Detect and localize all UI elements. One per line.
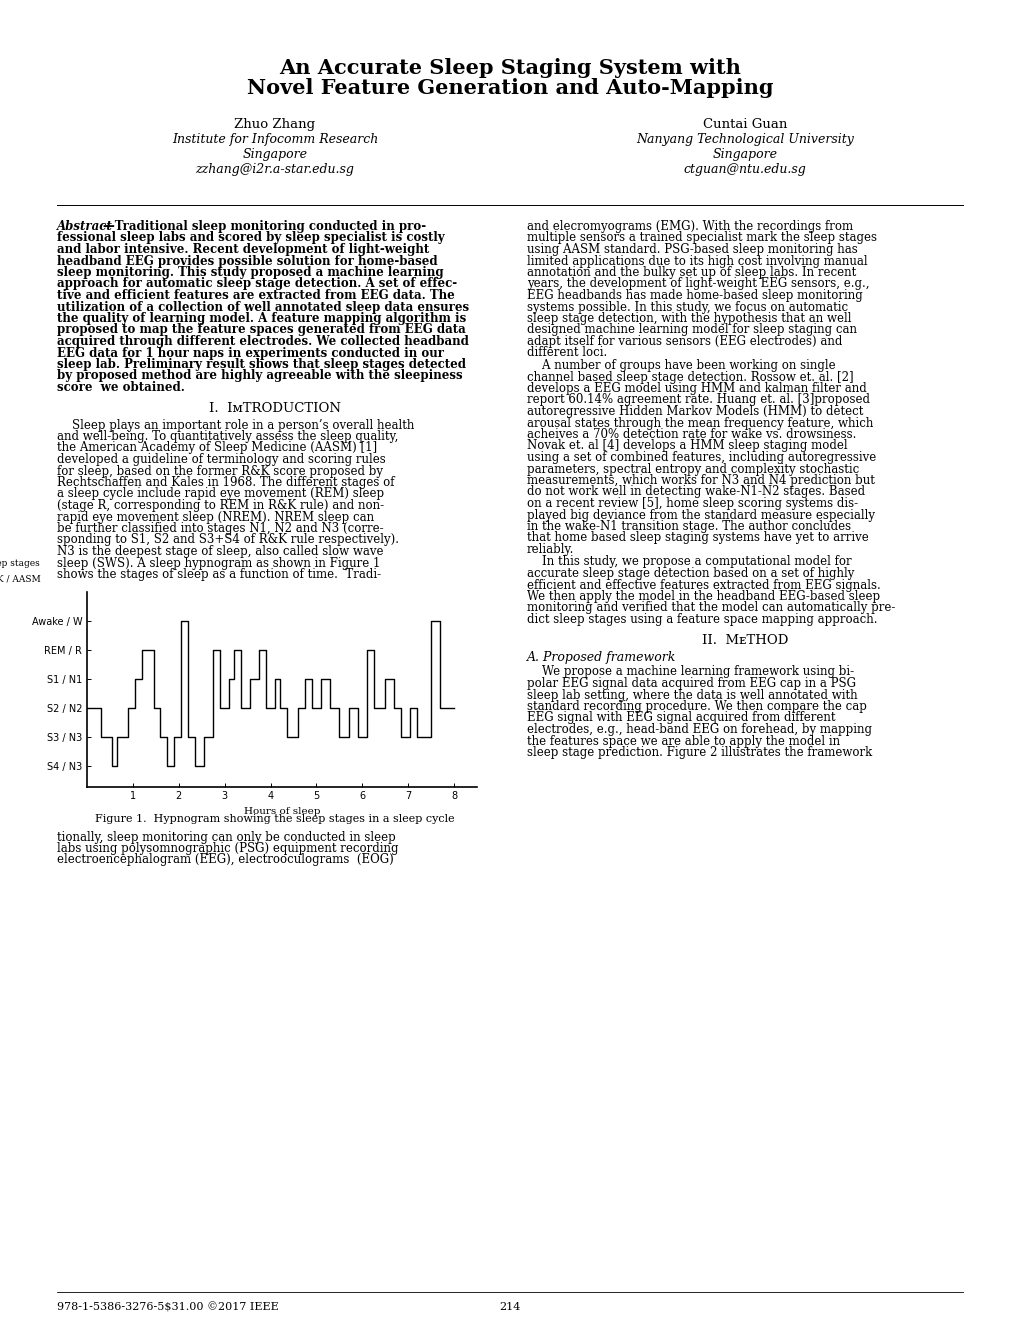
Text: I.  IᴍTRODUCTION: I. IᴍTRODUCTION [209, 403, 340, 416]
Text: annotation and the bulky set up of sleep labs. In recent: annotation and the bulky set up of sleep… [527, 267, 855, 279]
Text: arousal states through the mean frequency feature, which: arousal states through the mean frequenc… [527, 417, 872, 429]
Text: standard recording procedure. We then compare the cap: standard recording procedure. We then co… [527, 700, 866, 713]
Text: N3 is the deepest stage of sleep, also called slow wave: N3 is the deepest stage of sleep, also c… [57, 545, 383, 558]
Text: 978-1-5386-3276-5$31.00 ©2017 IEEE: 978-1-5386-3276-5$31.00 ©2017 IEEE [57, 1302, 278, 1312]
Text: R&K / AASM: R&K / AASM [0, 574, 41, 583]
Text: EEG headbands has made home-based sleep monitoring: EEG headbands has made home-based sleep … [527, 289, 862, 302]
Text: dict sleep stages using a feature space mapping approach.: dict sleep stages using a feature space … [527, 612, 876, 626]
Text: and labor intensive. Recent development of light-weight: and labor intensive. Recent development … [57, 243, 429, 256]
Text: and well-being. To quantitatively assess the sleep quality,: and well-being. To quantitatively assess… [57, 430, 398, 444]
Text: Singapore: Singapore [712, 148, 776, 161]
Text: A number of groups have been working on single: A number of groups have been working on … [527, 359, 835, 372]
Text: shows the stages of sleep as a function of time.  Tradi-: shows the stages of sleep as a function … [57, 568, 381, 581]
Text: electroencephalogram (EEG), electrooculograms  (EOG): electroencephalogram (EEG), electrooculo… [57, 854, 393, 866]
Text: We then apply the model in the headband EEG-based sleep: We then apply the model in the headband … [527, 590, 879, 603]
Text: sleep stage detection, with the hypothesis that an well: sleep stage detection, with the hypothes… [527, 312, 851, 325]
Text: polar EEG signal data acquired from EEG cap in a PSG: polar EEG signal data acquired from EEG … [527, 677, 855, 690]
Text: utilization of a collection of well annotated sleep data ensures: utilization of a collection of well anno… [57, 301, 469, 314]
Text: EEG signal with EEG signal acquired from different: EEG signal with EEG signal acquired from… [527, 711, 835, 725]
Text: efficient and effective features extracted from EEG signals.: efficient and effective features extract… [527, 578, 879, 591]
Text: reliably.: reliably. [527, 543, 574, 556]
Text: An Accurate Sleep Staging System with: An Accurate Sleep Staging System with [279, 58, 740, 78]
Text: Sleep plays an important role in a person’s overall health: Sleep plays an important role in a perso… [57, 418, 414, 432]
Text: years, the development of light-weight EEG sensors, e.g.,: years, the development of light-weight E… [527, 277, 868, 290]
Text: parameters, spectral entropy and complexity stochastic: parameters, spectral entropy and complex… [527, 462, 858, 475]
Text: EEG data for 1 hour naps in experiments conducted in our: EEG data for 1 hour naps in experiments … [57, 346, 443, 359]
Text: measurements, which works for N3 and N4 prediction but: measurements, which works for N3 and N4 … [527, 474, 874, 487]
Text: proposed to map the feature spaces generated from EEG data: proposed to map the feature spaces gener… [57, 323, 466, 337]
Text: Singapore: Singapore [243, 148, 307, 161]
Text: developed a guideline of terminology and scoring rules: developed a guideline of terminology and… [57, 453, 385, 466]
Text: different loci.: different loci. [527, 346, 606, 359]
Text: II.  MᴇTHOD: II. MᴇTHOD [701, 635, 788, 648]
Text: a sleep cycle include rapid eye movement (REM) sleep: a sleep cycle include rapid eye movement… [57, 487, 384, 500]
Text: rapid eye movement sleep (NREM). NREM sleep can: rapid eye movement sleep (NREM). NREM sl… [57, 511, 374, 524]
Text: do not work well in detecting wake-N1-N2 stages. Based: do not work well in detecting wake-N1-N2… [527, 486, 864, 499]
Text: the features space we are able to apply the model in: the features space we are able to apply … [527, 734, 840, 747]
Text: report 60.14% agreement rate. Huang et. al. [3]proposed: report 60.14% agreement rate. Huang et. … [527, 393, 869, 407]
Text: systems possible. In this study, we focus on automatic: systems possible. In this study, we focu… [527, 301, 847, 314]
Text: multiple sensors a trained specialist mark the sleep stages: multiple sensors a trained specialist ma… [527, 231, 876, 244]
Text: designed machine learning model for sleep staging can: designed machine learning model for slee… [527, 323, 856, 337]
Text: in the wake-N1 transition stage. The author concludes: in the wake-N1 transition stage. The aut… [527, 520, 850, 533]
Text: headband EEG provides possible solution for home-based: headband EEG provides possible solution … [57, 255, 437, 268]
Text: tionally, sleep monitoring can only be conducted in sleep: tionally, sleep monitoring can only be c… [57, 830, 395, 843]
Text: labs using polysomnographic (PSG) equipment recording: labs using polysomnographic (PSG) equipm… [57, 842, 398, 855]
Text: channel based sleep stage detection. Rossow et. al. [2]: channel based sleep stage detection. Ros… [527, 371, 853, 384]
Text: A. Proposed framework: A. Proposed framework [527, 652, 676, 664]
X-axis label: Hours of sleep: Hours of sleep [244, 807, 320, 816]
Text: sleep monitoring. This study proposed a machine learning: sleep monitoring. This study proposed a … [57, 267, 443, 279]
Text: zzhang@i2r.a-star.edu.sg: zzhang@i2r.a-star.edu.sg [196, 162, 354, 176]
Text: —Traditional sleep monitoring conducted in pro-: —Traditional sleep monitoring conducted … [103, 220, 426, 234]
Text: autoregressive Hidden Markov Models (HMM) to detect: autoregressive Hidden Markov Models (HMM… [527, 405, 862, 418]
Text: score  we obtained.: score we obtained. [57, 381, 184, 393]
Text: by proposed method are highly agreeable with the sleepiness: by proposed method are highly agreeable … [57, 370, 463, 383]
Text: ctguan@ntu.edu.sg: ctguan@ntu.edu.sg [683, 162, 806, 176]
Text: Novel Feature Generation and Auto-Mapping: Novel Feature Generation and Auto-Mappin… [247, 78, 772, 98]
Text: sleep lab setting, where the data is well annotated with: sleep lab setting, where the data is wel… [527, 689, 857, 701]
Text: We propose a machine learning framework using bi-: We propose a machine learning framework … [527, 665, 853, 678]
Text: adapt itself for various sensors (EEG electrodes) and: adapt itself for various sensors (EEG el… [527, 335, 842, 348]
Text: played big deviance from the standard measure especially: played big deviance from the standard me… [527, 508, 874, 521]
Text: sponding to S1, S2 and S3+S4 of R&K rule respectively).: sponding to S1, S2 and S3+S4 of R&K rule… [57, 533, 398, 546]
Text: be further classified into stages N1, N2 and N3 (corre-: be further classified into stages N1, N2… [57, 521, 383, 535]
Text: 214: 214 [499, 1302, 520, 1312]
Text: In this study, we propose a computational model for: In this study, we propose a computationa… [527, 556, 851, 569]
Text: tive and efficient features are extracted from EEG data. The: tive and efficient features are extracte… [57, 289, 454, 302]
Text: using AASM standard. PSG-based sleep monitoring has: using AASM standard. PSG-based sleep mon… [527, 243, 857, 256]
Text: that home based sleep staging systems have yet to arrive: that home based sleep staging systems ha… [527, 532, 868, 544]
Text: accurate sleep stage detection based on a set of highly: accurate sleep stage detection based on … [527, 568, 854, 579]
Text: Figure 1.  Hypnogram showing the sleep stages in a sleep cycle: Figure 1. Hypnogram showing the sleep st… [95, 814, 454, 825]
Text: Cuntai Guan: Cuntai Guan [702, 117, 787, 131]
Text: using a set of combined features, including autoregressive: using a set of combined features, includ… [527, 451, 875, 465]
Text: fessional sleep labs and scored by sleep specialist is costly: fessional sleep labs and scored by sleep… [57, 231, 444, 244]
Text: for sleep, based on the former R&K score proposed by: for sleep, based on the former R&K score… [57, 465, 382, 478]
Text: Abstract: Abstract [57, 220, 113, 234]
Text: approach for automatic sleep stage detection. A set of effec-: approach for automatic sleep stage detec… [57, 277, 457, 290]
Text: on a recent review [5], home sleep scoring systems dis-: on a recent review [5], home sleep scori… [527, 498, 857, 510]
Text: Novak et. al [4] develops a HMM sleep staging model: Novak et. al [4] develops a HMM sleep st… [527, 440, 847, 453]
Text: Institute for Infocomm Research: Institute for Infocomm Research [172, 133, 378, 147]
Text: limited applications due to its high cost involving manual: limited applications due to its high cos… [527, 255, 867, 268]
Text: (stage R, corresponding to REM in R&K rule) and non-: (stage R, corresponding to REM in R&K ru… [57, 499, 384, 512]
Text: Nanyang Technological University: Nanyang Technological University [636, 133, 853, 147]
Text: the American Academy of Sleep Medicine (AASM) [1]: the American Academy of Sleep Medicine (… [57, 441, 377, 454]
Text: and elecromyograms (EMG). With the recordings from: and elecromyograms (EMG). With the recor… [527, 220, 852, 234]
Text: sleep (SWS). A sleep hypnogram as shown in Figure 1: sleep (SWS). A sleep hypnogram as shown … [57, 557, 380, 569]
Text: Sleep stages: Sleep stages [0, 560, 40, 568]
Text: the quality of learning model. A feature mapping algorithm is: the quality of learning model. A feature… [57, 312, 466, 325]
Text: acheives a 70% detection rate for wake vs. drowsiness.: acheives a 70% detection rate for wake v… [527, 428, 856, 441]
Text: Rechtschaffen and Kales in 1968. The different stages of: Rechtschaffen and Kales in 1968. The dif… [57, 477, 394, 488]
Text: sleep stage prediction. Figure 2 illustrates the framework: sleep stage prediction. Figure 2 illustr… [527, 746, 871, 759]
Text: Zhuo Zhang: Zhuo Zhang [234, 117, 315, 131]
Text: monitoring and verified that the model can automatically pre-: monitoring and verified that the model c… [527, 602, 895, 615]
Text: sleep lab. Preliminary result shows that sleep stages detected: sleep lab. Preliminary result shows that… [57, 358, 466, 371]
Text: acquired through different electrodes. We collected headband: acquired through different electrodes. W… [57, 335, 469, 348]
Text: electrodes, e.g., head-band EEG on forehead, by mapping: electrodes, e.g., head-band EEG on foreh… [527, 723, 871, 737]
Text: develops a EEG model using HMM and kalman filter and: develops a EEG model using HMM and kalma… [527, 381, 866, 395]
